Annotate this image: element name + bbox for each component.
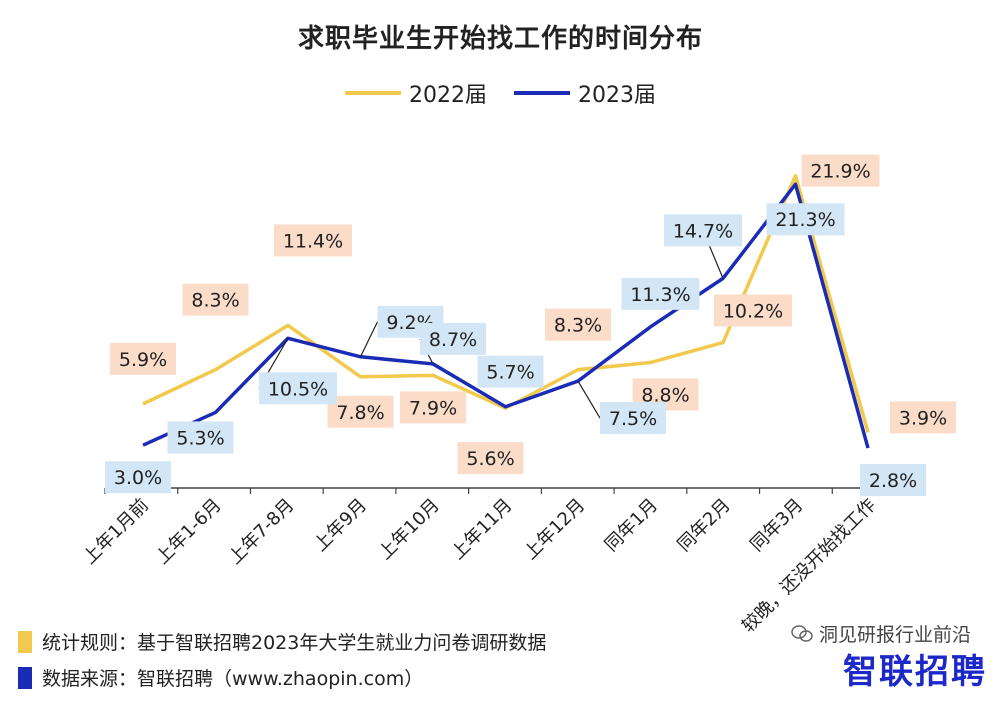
data-label-2022: 21.9% (810, 161, 870, 183)
data-label-bg-2023 (600, 402, 666, 435)
data-label-2022: 7.8% (336, 402, 384, 424)
label-leader-line (577, 380, 601, 419)
data-label-bg-2023 (259, 372, 337, 405)
footnote-source-marker (18, 666, 32, 689)
data-label-bg-2022 (182, 283, 249, 316)
data-label-bg-2022 (274, 224, 352, 257)
legend-item-2022: 2022届 (345, 77, 487, 109)
x-tick-label: 同年2月 (674, 495, 735, 556)
label-leader-line (359, 321, 379, 358)
x-tick-label: 上年1-6月 (152, 495, 226, 569)
legend-label-2023: 2023届 (578, 83, 656, 108)
legend-swatch-2023 (514, 91, 570, 95)
x-tick-label: 同年3月 (746, 495, 807, 556)
data-label-2022: 8.8% (641, 385, 689, 407)
x-tick-label: 上年11月 (447, 495, 516, 564)
data-label-2023: 3.0% (114, 467, 162, 489)
data-label-bg-2023 (766, 203, 845, 236)
data-label-bg-2023 (477, 355, 544, 388)
footnote-source: 数据来源：智联招聘（www.zhaopin.com） (18, 664, 423, 691)
x-tick-label: 上年12月 (520, 495, 589, 564)
legend-label-2022: 2022届 (409, 83, 487, 108)
data-label-bg-2023 (105, 461, 171, 494)
wechat-account-name: 洞见研报行业前沿 (818, 624, 971, 646)
data-label-bg-2023 (860, 464, 926, 497)
data-label-2023: 10.5% (268, 378, 328, 400)
wechat-watermark: 洞见研报行业前沿 (791, 620, 971, 647)
data-label-2023: 2.8% (869, 470, 917, 492)
data-label-bg-2023 (621, 277, 700, 310)
data-label-bg-2022 (110, 342, 176, 375)
data-label-2023: 14.7% (673, 220, 733, 242)
data-label-bg-2023 (664, 214, 742, 247)
data-label-2022: 10.2% (723, 301, 783, 323)
data-label-bg-2022 (327, 395, 394, 428)
data-label-2023: 5.7% (486, 362, 534, 384)
legend-item-2023: 2023届 (514, 77, 656, 109)
footnote-rule-marker (18, 630, 32, 653)
data-label-2023: 5.3% (176, 427, 224, 449)
x-tick-label: 上年9月 (310, 495, 371, 556)
x-tick-label: 上年10月 (375, 495, 444, 564)
data-label-bg-2022 (801, 154, 880, 187)
chart-title: 求职毕业生开始找工作的时间分布 (297, 24, 703, 54)
footnote-rule: 统计规则：基于智联招聘2023年大学生就业力问卷调研数据 (18, 628, 546, 655)
data-label-2023: 7.5% (609, 408, 657, 430)
data-label-2023: 8.7% (429, 329, 477, 351)
data-label-2022: 8.3% (554, 315, 602, 337)
footnote-rule-text: 统计规则：基于智联招聘2023年大学生就业力问卷调研数据 (42, 632, 547, 654)
x-tick-label: 上年1月前 (79, 495, 153, 569)
footnote-source-text: 数据来源：智联招聘（www.zhaopin.com） (42, 668, 424, 690)
x-tick-label: 同年1月 (601, 495, 662, 556)
data-label-2022: 5.6% (466, 448, 514, 470)
series-2023-line (142, 182, 870, 449)
data-label-bg-2023 (167, 421, 234, 454)
legend: 2022届 2023届 (0, 76, 1001, 109)
data-label-2022: 8.3% (191, 290, 239, 312)
data-label-bg-2023 (420, 322, 486, 355)
data-label-2023: 11.3% (630, 284, 690, 306)
data-label-bg-2022 (714, 294, 792, 327)
brand-logo: 智联招聘 (843, 652, 987, 692)
data-label-2022: 5.9% (119, 349, 167, 371)
x-tick-label: 较晚，还没开始找工作 (738, 495, 880, 637)
x-tick-label: 上年7-8月 (225, 495, 299, 569)
data-label-bg-2022 (457, 442, 524, 475)
data-label-bg-2022 (545, 308, 611, 341)
data-label-2022: 3.9% (899, 407, 947, 429)
wechat-icon (791, 624, 813, 642)
legend-swatch-2022 (345, 91, 401, 95)
data-label-bg-2022 (890, 401, 956, 434)
data-label-2022: 7.9% (409, 397, 457, 419)
data-label-2023: 21.3% (775, 209, 835, 231)
data-label-bg-2022 (400, 391, 466, 424)
data-label-2022: 11.4% (283, 230, 343, 252)
